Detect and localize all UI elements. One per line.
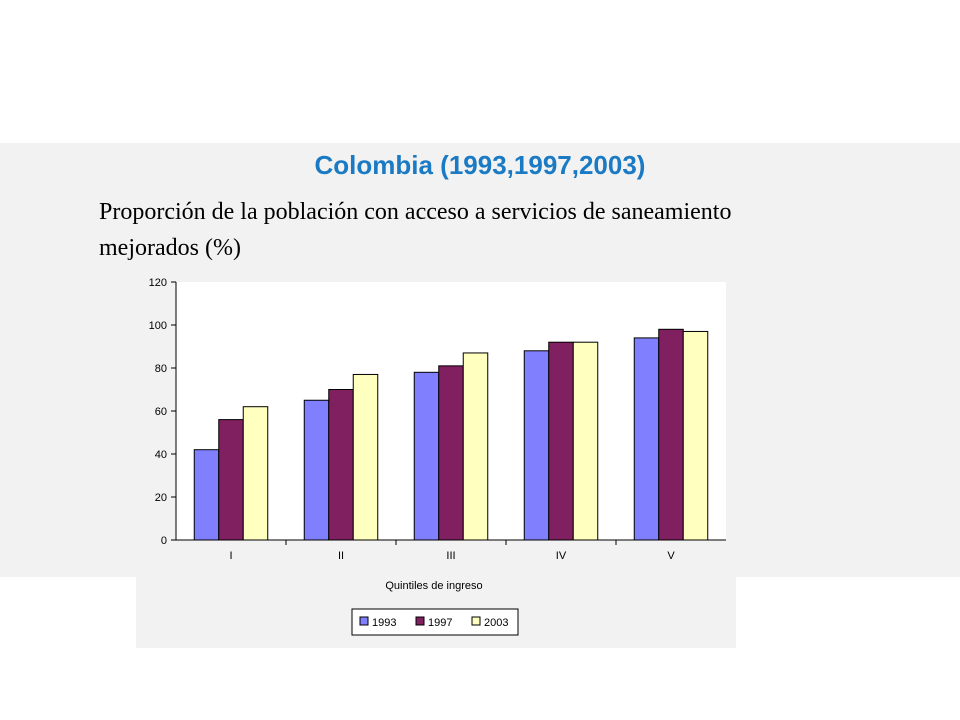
slide-title: Colombia (1993,1997,2003) (314, 150, 646, 180)
bars-group (193, 328, 709, 541)
y-tick-label: 40 (155, 449, 167, 461)
x-tick-label: V (667, 550, 675, 562)
slide-subtitle: Proporción de la población con acceso a … (99, 199, 732, 261)
y-tick-label: 0 (161, 535, 167, 547)
legend-swatch-1993 (359, 616, 369, 626)
bar-1993-I (193, 449, 220, 541)
x-tick-label: III (446, 550, 455, 562)
bar-1993-IV (523, 350, 550, 541)
legend-swatch-1997 (415, 616, 425, 626)
legend-label-1997: 1997 (428, 617, 452, 629)
legend-swatch-2003 (471, 616, 481, 626)
bar-2003-III (462, 352, 489, 541)
x-tick-label: IV (556, 550, 567, 562)
x-tick-label: II (338, 550, 344, 562)
y-tick-label: 100 (149, 320, 167, 332)
legend-label-2003: 2003 (484, 617, 508, 629)
bar-1997-II (328, 389, 354, 541)
bar-1997-I (218, 419, 244, 541)
bar-2003-IV (572, 341, 599, 541)
bar-1993-III (413, 371, 440, 541)
x-tick-label: I (229, 550, 232, 562)
legend-label-1993: 1993 (372, 617, 396, 629)
bar-2003-V (682, 330, 709, 541)
bar-1997-III (438, 365, 464, 541)
y-tick-label: 120 (149, 277, 167, 289)
y-tick-label: 60 (155, 406, 167, 418)
y-tick-label: 20 (155, 492, 167, 504)
bar-1993-II (303, 399, 330, 541)
bar-2003-II (352, 373, 379, 541)
bar-1997-V (658, 328, 684, 541)
bar-2003-I (242, 406, 269, 541)
legend: 1993 1997 2003 (351, 608, 519, 636)
bar-1993-V (633, 337, 660, 541)
y-tick-label: 80 (155, 363, 167, 375)
x-axis-title: Quintiles de ingreso (385, 580, 482, 592)
bar-1997-IV (548, 341, 574, 541)
legend-box (351, 608, 519, 636)
